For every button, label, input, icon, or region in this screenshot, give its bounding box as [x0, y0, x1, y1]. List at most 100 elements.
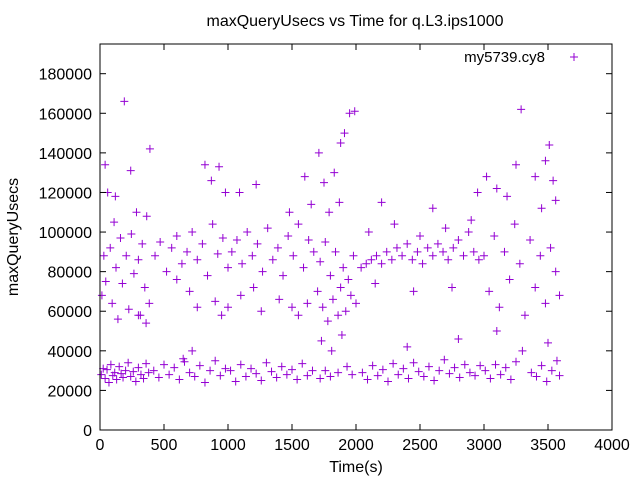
data-point — [330, 168, 339, 177]
data-point — [537, 204, 546, 213]
data-point — [555, 291, 564, 300]
x-tick-label: 1500 — [274, 437, 310, 454]
data-point — [409, 358, 418, 367]
data-point — [503, 192, 512, 201]
data-point — [444, 255, 453, 264]
data-point — [190, 372, 199, 381]
data-point — [474, 255, 483, 264]
data-point — [115, 362, 124, 371]
data-point — [172, 275, 181, 284]
data-point — [318, 303, 327, 312]
data-point — [284, 232, 293, 241]
y-tick-label: 40000 — [48, 344, 93, 361]
data-point — [289, 251, 298, 260]
data-point — [337, 330, 346, 339]
data-point — [362, 259, 371, 268]
data-point — [485, 287, 494, 296]
y-tick-label: 100000 — [39, 225, 92, 242]
data-point — [441, 224, 450, 233]
data-point — [387, 255, 396, 264]
data-point — [455, 373, 464, 382]
data-point — [423, 243, 432, 252]
data-point — [340, 129, 349, 138]
data-point — [288, 365, 296, 374]
data-point — [551, 267, 560, 276]
legend-marker — [570, 53, 578, 61]
data-point — [326, 271, 335, 280]
data-point — [349, 251, 358, 260]
data-point — [129, 269, 138, 278]
y-tick-label: 120000 — [39, 185, 92, 202]
data-point — [541, 156, 550, 165]
data-point — [145, 299, 154, 308]
data-point — [537, 361, 546, 370]
x-tick-label: 0 — [96, 437, 105, 454]
data-point — [373, 371, 382, 380]
data-point — [352, 299, 360, 308]
data-point — [185, 368, 194, 377]
data-point — [326, 372, 335, 381]
data-point — [299, 263, 308, 272]
x-axis-label: Time(s) — [329, 459, 383, 476]
data-point — [277, 362, 286, 371]
data-point — [341, 307, 350, 316]
data-point — [492, 327, 501, 336]
data-point — [328, 295, 337, 304]
data-point — [247, 364, 256, 373]
data-point — [544, 338, 552, 347]
data-point — [450, 363, 459, 372]
data-point — [430, 376, 439, 385]
data-point — [469, 247, 478, 256]
data-point — [268, 255, 277, 264]
data-point — [515, 259, 524, 268]
data-point — [334, 311, 343, 320]
data-point — [221, 364, 230, 373]
data-point — [512, 357, 520, 366]
data-point — [221, 188, 230, 197]
data-point — [418, 259, 427, 268]
data-point — [195, 361, 204, 370]
data-point — [122, 251, 131, 260]
data-point — [409, 287, 418, 296]
data-point — [371, 279, 380, 288]
data-point — [113, 315, 122, 324]
data-point — [132, 208, 141, 217]
data-points — [97, 97, 564, 387]
data-point — [300, 172, 309, 181]
data-point — [454, 334, 463, 343]
data-point — [378, 365, 387, 374]
data-point — [99, 251, 108, 260]
data-point — [235, 188, 244, 197]
data-point — [314, 148, 323, 157]
data-point — [294, 220, 303, 229]
data-point — [183, 247, 192, 256]
data-point — [156, 237, 165, 246]
y-tick-label: 180000 — [39, 67, 92, 84]
data-point — [118, 279, 127, 288]
data-point — [433, 239, 442, 248]
data-point — [249, 283, 258, 292]
data-point — [293, 375, 302, 384]
x-tick-label: 4000 — [594, 437, 630, 454]
data-point — [218, 233, 227, 242]
data-point — [126, 166, 135, 175]
data-point — [110, 218, 119, 227]
data-point — [211, 356, 220, 365]
data-point — [464, 228, 473, 237]
data-point — [294, 311, 303, 320]
data-point — [160, 360, 168, 369]
y-tick-label: 0 — [83, 423, 92, 440]
data-point — [140, 283, 149, 292]
data-point — [224, 263, 232, 272]
data-point — [345, 109, 354, 118]
data-point — [124, 358, 133, 367]
data-point — [492, 184, 501, 193]
data-point — [253, 239, 262, 248]
data-point — [188, 346, 197, 355]
data-point — [364, 228, 373, 237]
data-point — [127, 230, 136, 239]
data-point — [175, 375, 184, 384]
data-point — [200, 378, 209, 387]
data-point — [193, 303, 202, 312]
legend: my5739.cy8 — [464, 49, 578, 66]
